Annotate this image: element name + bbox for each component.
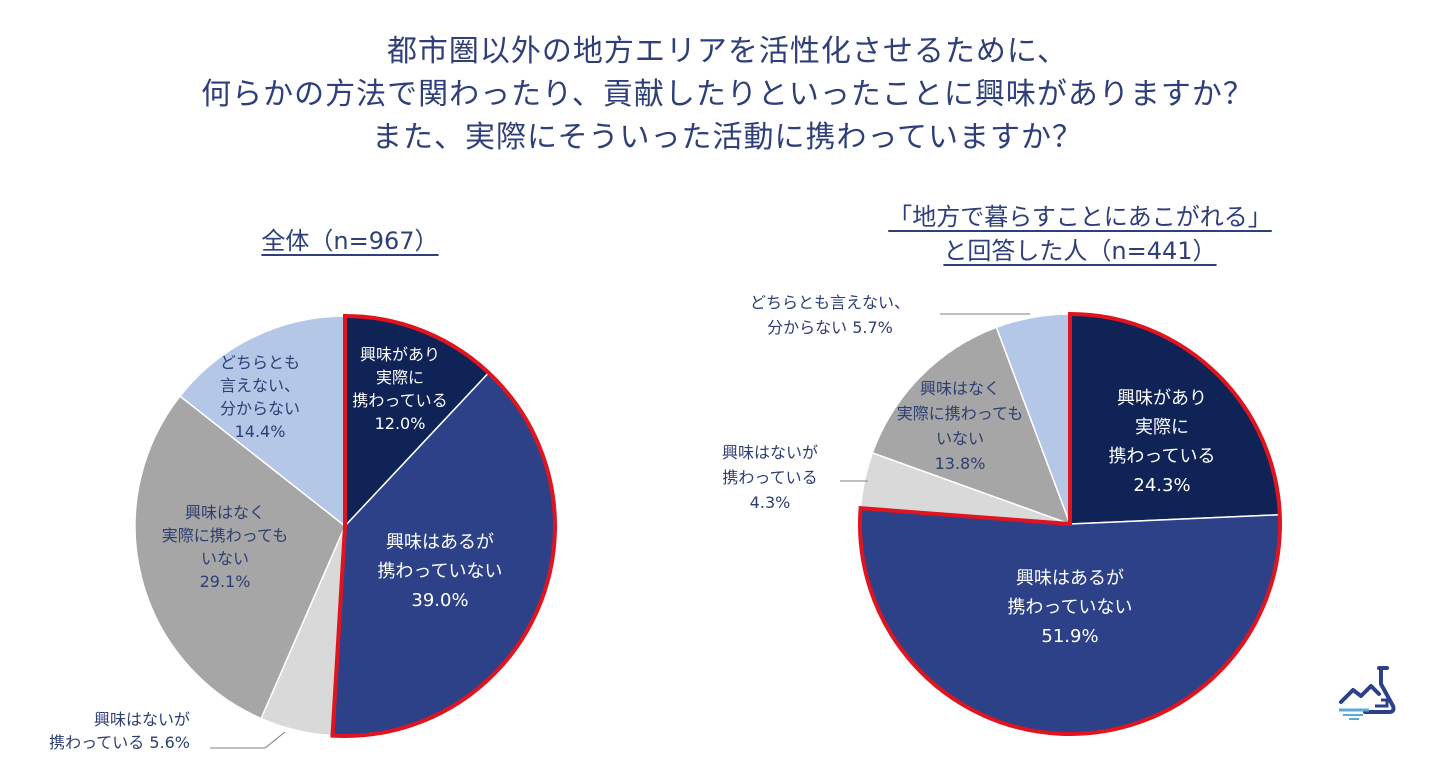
pie-0-label-4: どちらとも言えない、分からない 14.4% — [220, 353, 300, 441]
pie-1-highlight-outline — [858, 311, 1282, 736]
pie-0-label-0: 興味があり実際に携わっている 12.0% — [352, 345, 447, 433]
pie-1-label-0: 興味があり実際に携わっている 24.3% — [1108, 388, 1215, 496]
pie-0-label-2: 興味はないが携わっている 5.6% — [49, 710, 190, 752]
title-line-3: また、実際にそういった活動に携わっていますか？ — [372, 120, 1083, 155]
chart-heading-subgroup-line-1: 「地方で暮らすことにあこがれる」 — [888, 203, 1272, 231]
pie-1-label-4: どちらとも言えない、分からない 5.7% — [750, 293, 910, 337]
pie-0-slice-4 — [178, 315, 346, 528]
title-line-2: 何らかの方法で関わったり、貢献したりといったことに興味がありますか？ — [201, 77, 1254, 112]
pie-1-label-1: 興味はあるが携わっていない 51.9% — [1007, 568, 1132, 647]
pie-0-label-3: 興味はなく実際に携わってもいない 29.1% — [162, 503, 288, 591]
pie-1-slice-3 — [871, 326, 1072, 526]
pie-1-label-2: 興味はないが携わっている 4.3% — [722, 443, 818, 512]
pie-0-leader-line-2 — [210, 731, 286, 749]
chart-heading-overall: 全体（n=967） — [200, 224, 500, 258]
pie-0-label-1: 興味はあるが携わっていない 39.0% — [377, 532, 502, 611]
pie-0-slice-3 — [134, 395, 346, 720]
pie-chart-subgroup: 興味があり実際に携わっている 24.3% 興味はあるが携わっていない 51.9% 興味は… — [722, 293, 1282, 736]
brand-logo-icon — [1339, 666, 1396, 720]
pie-1-label-3: 興味はなく実際に携わってもいない 13.8% — [897, 379, 1023, 473]
chart-heading-subgroup-line-2: と回答した人（n=441） — [943, 237, 1217, 265]
pie-0-highlight-outline — [330, 313, 557, 738]
pie-chart-overall: 興味があり実際に携わっている 12.0% 興味はあるが携わっていない 39.0% 興味は… — [49, 313, 557, 752]
chart-heading-subgroup: 「地方で暮らすことにあこがれる」 と回答した人（n=441） — [800, 200, 1360, 268]
page-title: 都市圏以外の地方エリアを活性化させるために、 何らかの方法で関わったり、貢献した… — [0, 30, 1455, 159]
chart-heading-overall-text: 全体（n=967） — [261, 227, 439, 255]
title-line-1: 都市圏以外の地方エリアを活性化させるために、 — [386, 34, 1069, 69]
pie-1-slice-1 — [859, 507, 1281, 735]
